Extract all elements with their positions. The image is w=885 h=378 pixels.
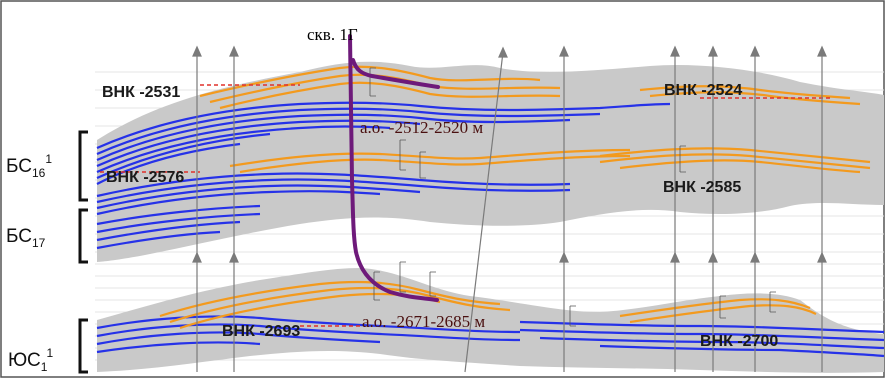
well-traces <box>192 45 827 373</box>
well-1g-vertical-bore <box>348 34 439 302</box>
bracket-bs16 <box>78 130 88 202</box>
bs16-lower-oil-lines <box>229 147 871 174</box>
arrow-up-icon <box>229 251 239 263</box>
arrow-up-icon <box>750 45 760 57</box>
arrow-up-icon <box>670 251 680 263</box>
arrow-up-icon <box>750 251 760 263</box>
arrow-up-icon <box>192 45 202 57</box>
bs16-lower-water-lines <box>96 172 571 216</box>
arrow-up-icon <box>192 251 202 263</box>
strat-brackets <box>78 130 88 374</box>
arrow-up-icon <box>559 251 569 263</box>
strat-label-bs16: БС161 <box>6 152 52 180</box>
interval-label-lower: а.о. -2671-2685 м <box>362 312 485 331</box>
well-label: скв. 1Г <box>307 25 358 44</box>
bs17-water-lines <box>96 204 261 250</box>
well-trace-3 <box>464 51 504 373</box>
well-1g-trajectory <box>348 34 440 302</box>
owc-dash-lines <box>100 84 830 327</box>
owc-label: ВНК -2693 <box>222 323 300 340</box>
arrow-up-icon <box>708 45 718 57</box>
owc-label: ВНК -2700 <box>700 333 778 350</box>
strat-label-bs17: БС17 <box>6 226 46 250</box>
arrow-up-icon <box>229 45 239 57</box>
owc-label: ВНК -2531 <box>102 84 180 101</box>
well-1g-upper-lateral <box>351 58 440 89</box>
arrow-up-icon <box>670 45 680 57</box>
owc-label: ВНК -2524 <box>664 82 742 99</box>
yus1-water-lines <box>96 315 885 358</box>
arrow-up-icon <box>817 45 827 57</box>
bracket-yus1 <box>78 318 88 374</box>
arrow-up-icon <box>559 45 569 57</box>
arrow-up-icon <box>708 251 718 263</box>
arrow-up-icon <box>498 46 508 58</box>
log-annotations <box>369 67 776 327</box>
bracket-bs17 <box>78 208 88 264</box>
strat-label-yus1: ЮС11 <box>8 346 54 374</box>
owc-label: ВНК -2576 <box>106 169 184 186</box>
owc-label: ВНК -2585 <box>663 179 741 196</box>
interval-label-upper: а.о. -2512-2520 м <box>360 118 483 137</box>
arrow-up-icon <box>817 251 827 263</box>
